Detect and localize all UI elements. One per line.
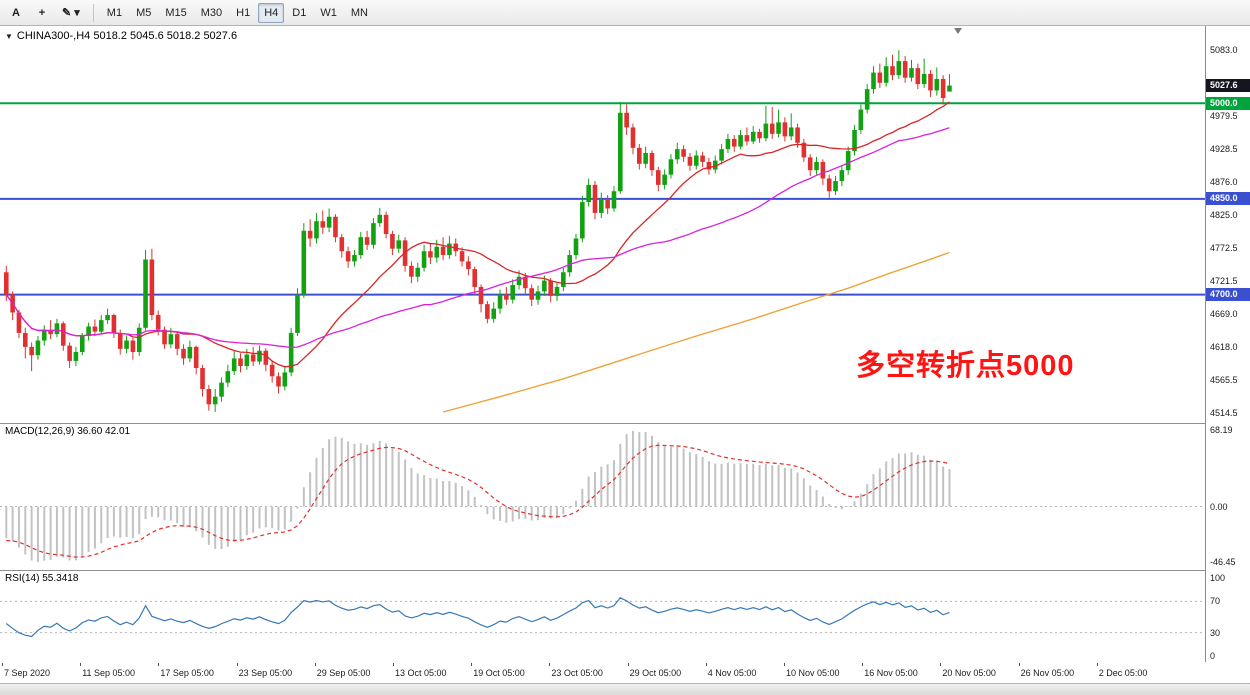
timeframe-button-m5[interactable]: M5 <box>136 6 152 19</box>
chart-window[interactable]: ▼ CHINA300-,H4 5018.2 5045.6 5018.2 5027… <box>0 26 1250 695</box>
tool-buttons-group: A + ✎ ▾ <box>4 3 86 23</box>
timeframe-button-m30[interactable]: M30 <box>200 6 223 19</box>
rsi-indicator-label: RSI(14) 55.3418 <box>5 573 79 584</box>
chart-annotation-text[interactable]: 多空转折点5000 <box>856 350 1075 382</box>
time-axis-label: 19 Oct 05:00 <box>473 668 525 678</box>
objects-tool-button[interactable]: ✎ ▾ <box>62 7 80 19</box>
macd-axis-min-label: -46.45 <box>1210 557 1236 567</box>
time-tick <box>784 663 785 666</box>
time-axis-label: 26 Nov 05:00 <box>1020 668 1075 678</box>
rsi-pane[interactable] <box>0 570 1205 662</box>
macd-axis-max-label: 68.19 <box>1210 425 1233 435</box>
time-axis-label: 29 Oct 05:00 <box>629 668 682 678</box>
time-tick <box>705 663 707 666</box>
hline-price-badge-5000.0: 5000.0 <box>1206 96 1250 110</box>
time-axis-label: 23 Sep 05:00 <box>238 668 293 678</box>
time-axis-label: 20 Nov 05:00 <box>942 668 996 678</box>
macd-signal-line <box>6 444 950 558</box>
time-axis-label: 4 Nov 05:00 <box>707 668 757 678</box>
time-axis-label: 13 Oct 05:00 <box>395 668 447 678</box>
time-tick <box>158 663 160 666</box>
timeframe-button-m15[interactable]: M15 <box>165 6 187 19</box>
chart-shift-marker[interactable] <box>954 28 962 34</box>
timeframe-button-mn[interactable]: MN <box>350 6 368 19</box>
price-axis-label: 4514.5 <box>1210 407 1238 418</box>
price-axis-label: 4979.5 <box>1210 111 1238 122</box>
hline-price-badge-4700.0: 4700.0 <box>1206 288 1250 302</box>
time-tick <box>1018 663 1020 666</box>
rsi-axis-label-100: 100 <box>1210 573 1226 583</box>
chart-title-row: ▼ CHINA300-,H4 5018.2 5045.6 5018.2 5027… <box>5 30 237 42</box>
price-axis-label: 4825.0 <box>1210 209 1238 220</box>
timeframe-button-w1[interactable]: W1 <box>320 6 337 19</box>
price-axis-label: 4876.0 <box>1210 177 1238 188</box>
time-axis-label: 10 Nov 05:00 <box>786 668 840 678</box>
price-axis-label: 4618.0 <box>1210 341 1238 352</box>
timeframe-button-m1[interactable]: M1 <box>106 6 123 19</box>
macd-indicator-label: MACD(12,26,9) 36.60 42.01 <box>5 426 131 437</box>
time-axis-label: 29 Sep 05:00 <box>316 668 371 678</box>
time-tick <box>314 663 316 666</box>
rsi-axis-label-0: 0 <box>1210 651 1216 661</box>
time-axis-label: 7 Sep 2020 <box>4 668 51 678</box>
time-tick <box>627 663 629 666</box>
macd-pane[interactable] <box>0 423 1205 570</box>
rsi-axis-label-70: 70 <box>1210 596 1221 607</box>
status-strip <box>0 683 1250 695</box>
price-axis-label: 4772.5 <box>1210 243 1238 254</box>
time-axis-label: 11 Sep 05:00 <box>82 668 136 678</box>
symbol-dropdown-icon: ▼ <box>5 31 13 41</box>
time-axis-label: 23 Oct 05:00 <box>551 668 603 678</box>
time-axis-label: 17 Sep 05:00 <box>160 668 214 678</box>
time-tick <box>1096 663 1098 666</box>
price-axis-label: 5083.0 <box>1210 45 1238 56</box>
time-axis[interactable]: 7 Sep 2020 11 Sep 05:00 17 Sep 05:00 23 Sep… <box>0 662 1250 683</box>
current-price-badge: 5027.6 <box>1206 79 1250 93</box>
pane-separator[interactable] <box>0 570 1250 571</box>
pane-separator[interactable] <box>0 423 1250 424</box>
candles <box>4 50 952 412</box>
time-tick <box>862 663 864 666</box>
timeframe-buttons-group: M1 M5 M15 M30 H1 H4 D1 W1 MN <box>101 2 374 23</box>
price-axis-label: 4721.5 <box>1210 275 1238 286</box>
time-tick <box>549 663 551 666</box>
main-chart-pane[interactable] <box>0 26 1205 423</box>
chart-title: CHINA300-,H4 5018.2 5045.6 5018.2 5027.6 <box>16 30 238 42</box>
rsi-line <box>5 597 950 638</box>
price-axis[interactable]: 5083.0 4979.5 4928.5 4876.0 4825.0 4772.5 4721… <box>1205 26 1250 662</box>
macd-histogram <box>5 431 951 562</box>
time-tick <box>236 663 238 666</box>
ma-slow-line[interactable] <box>5 127 950 349</box>
rsi-axis-label-30: 30 <box>1210 627 1221 638</box>
time-axis-label: 16 Nov 05:00 <box>864 668 918 678</box>
price-axis-label: 4669.0 <box>1210 309 1238 320</box>
time-tick <box>940 663 942 666</box>
time-axis-label: 2 Dec 05:00 <box>1098 668 1148 678</box>
crosshair-tool-button[interactable]: + <box>38 6 46 19</box>
time-tick <box>2 663 3 666</box>
price-axis-label: 4928.5 <box>1210 143 1238 154</box>
hline-price-badge-4850.0: 4850.0 <box>1206 192 1250 206</box>
timeframe-button-d1[interactable]: D1 <box>292 6 307 19</box>
cursor-tool-button[interactable]: A <box>12 6 20 19</box>
toolbar-separator <box>92 3 94 22</box>
time-tick <box>393 663 394 666</box>
ma-long-line[interactable] <box>442 251 950 413</box>
timeframe-button-h4[interactable]: H4 <box>258 2 285 23</box>
timeframe-button-h1[interactable]: H1 <box>236 6 251 19</box>
time-tick <box>80 663 82 666</box>
price-axis-label: 4565.5 <box>1210 375 1238 386</box>
time-tick <box>471 663 473 666</box>
macd-axis-zero-label: 0.00 <box>1210 501 1228 512</box>
toolbar: A + ✎ ▾ M1 M5 M15 M30 H1 H4 D1 W1 MN <box>0 0 1250 26</box>
